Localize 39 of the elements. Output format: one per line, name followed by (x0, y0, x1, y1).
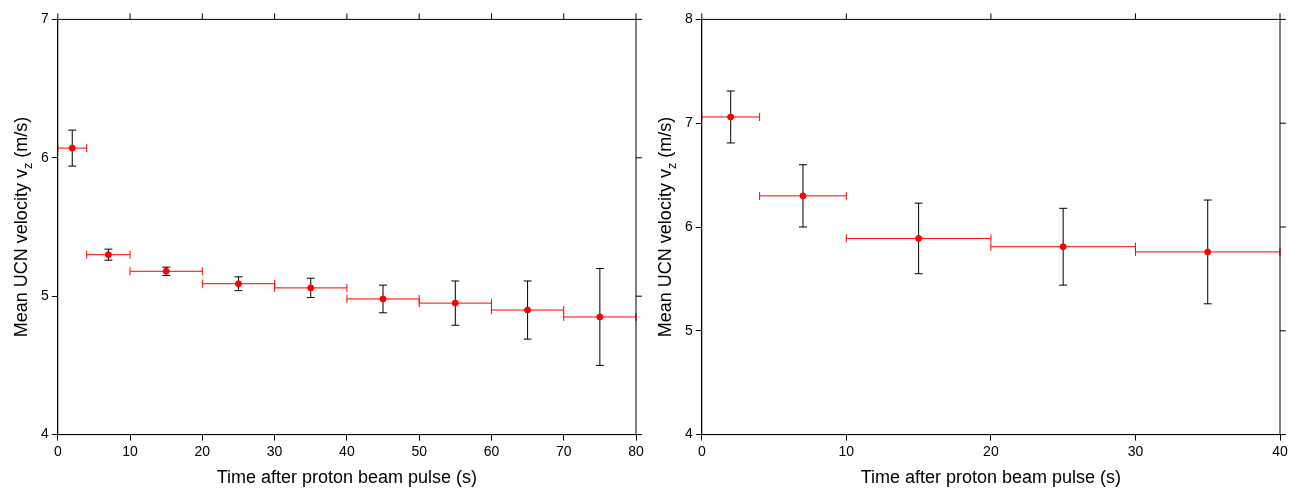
point (379, 295, 387, 303)
point (234, 280, 242, 288)
x-tick-label: 70 (555, 442, 572, 459)
point (524, 306, 532, 314)
y-tick-label: 5 (40, 287, 49, 304)
point (915, 234, 923, 242)
y-tick-label: 7 (40, 10, 49, 27)
y-tick-label: 7 (684, 114, 693, 131)
x-tick-label: 30 (1127, 442, 1144, 459)
x-tick-label: 10 (838, 442, 855, 459)
point (596, 313, 604, 321)
x-tick-label: 0 (697, 442, 706, 459)
x-tick-label: 60 (483, 442, 500, 459)
x-tick-label: 40 (339, 442, 355, 459)
x-axis-title: Time after proton beam pulse (s) (216, 467, 478, 488)
x-axis-title: Time after proton beam pulse (s) (860, 467, 1122, 488)
y-tick-label: 6 (684, 217, 693, 234)
x-tick-label: 40 (1272, 442, 1288, 459)
y-tick-label: 8 (684, 10, 693, 27)
y-axis-title: Mean UCN velocity vz (m/s) (10, 116, 35, 338)
point (1204, 248, 1212, 256)
x-tick-label: 0 (53, 442, 62, 459)
x-tick-label: 80 (628, 442, 644, 459)
point (451, 299, 459, 307)
y-tick-label: 5 (684, 321, 693, 338)
x-tick-label: 20 (194, 442, 211, 459)
y-axis-title: Mean UCN velocity vz (m/s) (654, 116, 679, 338)
point (799, 192, 807, 200)
y-tick-label: 6 (40, 148, 49, 165)
x-tick-label: 20 (983, 442, 999, 459)
point (727, 113, 735, 121)
y-tick-label: 4 (40, 425, 49, 442)
point (1059, 243, 1067, 251)
point (307, 284, 315, 292)
x-tick-label: 50 (411, 442, 428, 459)
x-tick-label: 30 (266, 442, 283, 459)
y-tick-label: 4 (684, 425, 693, 442)
x-tick-label: 10 (122, 442, 139, 459)
point (68, 144, 76, 152)
